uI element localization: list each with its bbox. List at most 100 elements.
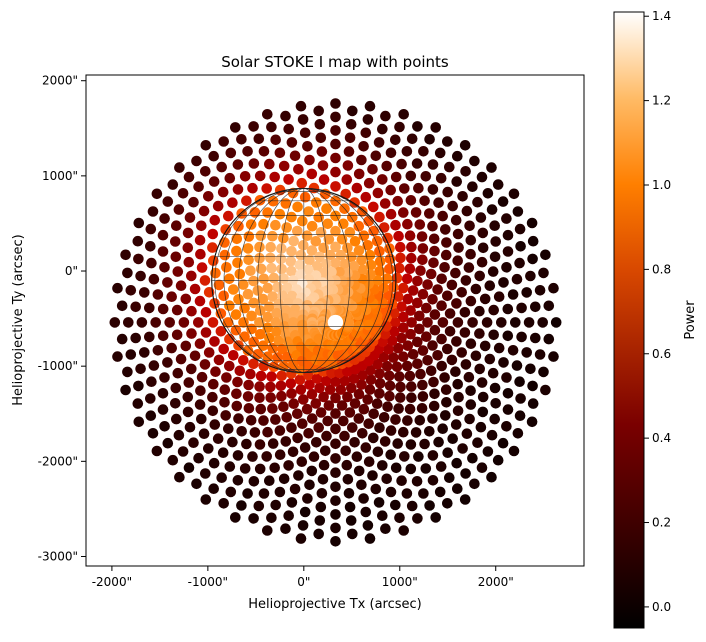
data-point [540,384,551,396]
data-point [245,368,256,380]
data-point [440,249,452,261]
data-point [242,146,253,157]
data-point [514,410,526,422]
data-point [330,181,341,192]
x-tick-label: -1000" [188,575,228,589]
data-point [384,263,395,275]
data-point [543,300,555,312]
data-point [238,279,249,290]
data-point [511,273,523,285]
data-point [489,251,501,263]
data-point [224,333,235,345]
data-point [177,446,189,457]
data-point [135,363,146,375]
data-point [465,399,477,410]
data-point [469,155,480,167]
data-point [374,256,386,267]
data-point [315,132,327,144]
data-point [145,241,156,252]
data-point [286,246,297,257]
data-point [340,445,352,457]
data-point [412,275,423,287]
data-point [133,217,145,229]
data-point [492,179,504,190]
data-point [258,360,270,372]
data-point [136,317,148,328]
data-point [550,317,562,328]
data-point [317,474,329,485]
data-point [407,349,419,360]
data-point [402,293,414,305]
data-point [421,331,432,343]
data-point [267,403,278,414]
data-point [182,406,194,418]
data-point [239,331,250,343]
data-point [391,272,403,284]
data-point [385,147,397,159]
data-point [358,403,370,415]
data-point [157,229,169,241]
colorbar-tick-label: 0.6 [652,347,671,361]
data-point [439,262,450,273]
data-point [481,317,493,328]
data-point [365,374,377,386]
data-point [395,392,406,403]
data-point [170,382,182,394]
data-point [182,242,194,254]
data-point [526,217,538,229]
data-point [405,328,416,340]
data-point [398,426,409,438]
data-point [421,302,432,314]
data-point [342,474,354,485]
data-point [380,110,391,122]
data-point [390,171,402,183]
data-point [239,463,251,474]
data-point [410,427,422,438]
data-point [489,413,501,425]
data-point [404,403,416,415]
data-point [171,413,182,425]
data-point [330,495,341,507]
data-point [207,228,219,240]
data-point [436,360,448,372]
data-point [188,437,199,449]
data-point [289,150,301,162]
data-point [356,479,367,491]
data-point [292,432,303,444]
data-point [425,268,437,280]
data-point [392,291,404,302]
data-point [238,317,249,328]
data-point [391,361,403,373]
data-point [521,347,532,358]
data-point [442,343,453,355]
data-point [304,154,315,166]
data-point [394,121,405,133]
data-point [200,166,211,177]
data-point [278,273,290,285]
data-point [437,423,449,435]
data-point [381,160,393,172]
data-point [396,301,407,313]
colorbar-tick-label: 0.8 [652,262,671,276]
data-point [224,461,236,472]
data-point [254,463,266,475]
data-point [394,371,405,382]
data-point [157,303,169,315]
data-point [297,215,308,227]
data-point [383,343,394,355]
colorbar-tick-label: 0.4 [652,431,671,445]
data-point [428,400,440,412]
data-point [183,377,195,388]
data-point [278,232,289,244]
data-point [364,249,376,261]
data-point [248,476,260,487]
data-point [162,277,173,288]
data-point [498,357,509,368]
data-point [367,470,378,481]
data-point [224,360,235,372]
data-point [390,462,402,474]
x-tick-label: 1000" [382,575,418,589]
data-point [465,234,477,246]
data-point [233,294,244,305]
